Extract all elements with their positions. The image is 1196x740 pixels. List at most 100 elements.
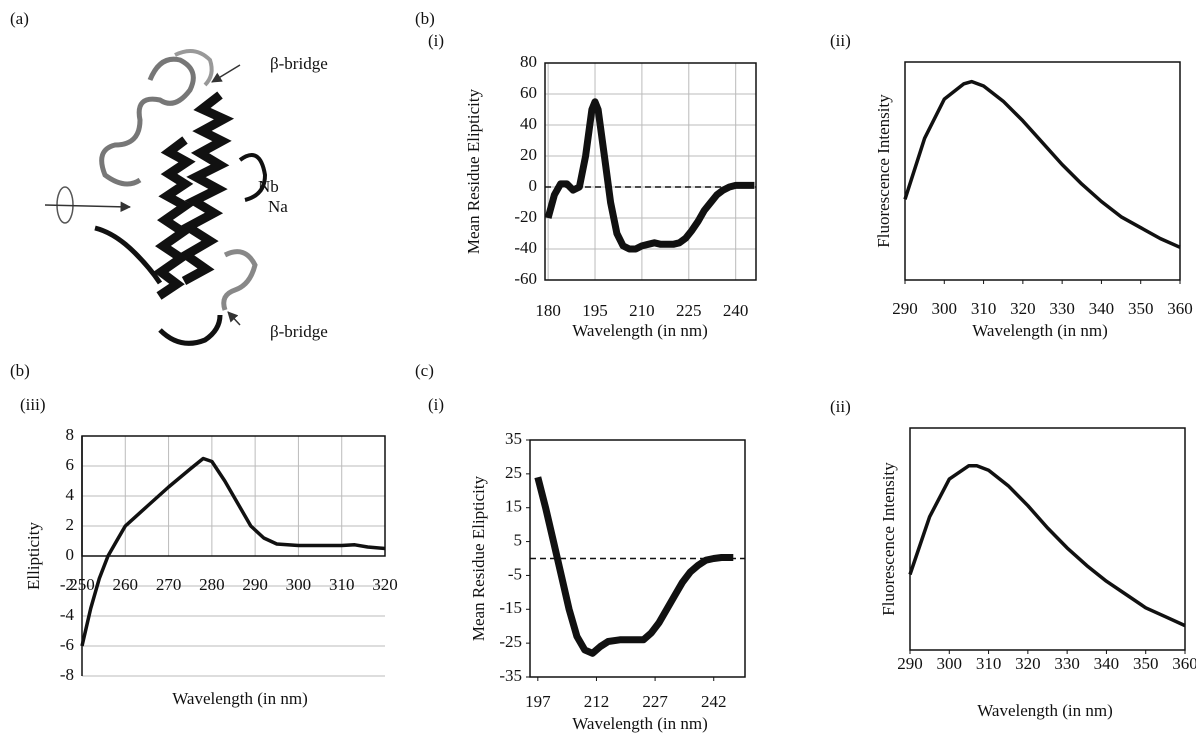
loop	[238, 153, 268, 202]
x-tick-label: 350	[1128, 299, 1154, 318]
arrow	[44, 201, 132, 213]
x-tick-label: 320	[1015, 654, 1041, 673]
plot-frame	[544, 62, 757, 281]
structure-label: Na	[268, 197, 288, 216]
data-line	[908, 463, 1186, 628]
x-tick-label: 242	[701, 692, 727, 711]
x-axis-title: Wavelength (in nm)	[572, 714, 708, 733]
plot-frame	[904, 61, 1181, 281]
x-tick-label: 320	[372, 575, 398, 594]
x-tick-label: 340	[1094, 654, 1120, 673]
y-tick-label: 80	[520, 52, 537, 71]
structure-label: β-bridge	[270, 54, 328, 73]
y-axis-title: Mean Residue Elipticity	[464, 88, 483, 254]
y-tick-label: 35	[505, 429, 522, 448]
x-tick-label: 225	[676, 301, 702, 320]
y-axis-title: Mean Residue Elipticity	[469, 475, 488, 641]
y-tick-label: -2	[60, 575, 74, 594]
data-line	[534, 476, 734, 657]
x-tick-label: 360	[1172, 654, 1196, 673]
x-tick-label: 360	[1167, 299, 1193, 318]
y-axis-title: Fluorescence Intensity	[874, 94, 893, 248]
x-tick-label: 180	[535, 301, 561, 320]
y-tick-label: 4	[66, 485, 75, 504]
arrow	[211, 64, 241, 83]
arrow	[227, 311, 241, 326]
x-axis-title: Wavelength (in nm)	[977, 701, 1113, 720]
y-tick-label: -35	[499, 666, 522, 685]
loop	[94, 225, 223, 346]
y-axis-title: Ellipticity	[24, 522, 43, 590]
y-tick-label: -8	[60, 665, 74, 684]
x-tick-label: 195	[582, 301, 608, 320]
helix	[153, 136, 196, 300]
data-line	[544, 98, 755, 253]
x-axis-title: Wavelength (in nm)	[572, 321, 708, 340]
y-tick-label: 25	[505, 463, 522, 482]
x-tick-label: 227	[642, 692, 668, 711]
panel-label: (b)	[10, 361, 30, 380]
y-tick-label: 5	[514, 530, 523, 549]
x-tick-label: 330	[1049, 299, 1075, 318]
data-line	[80, 456, 386, 647]
x-tick-label: 260	[113, 575, 139, 594]
x-tick-label: 320	[1010, 299, 1036, 318]
x-tick-label: 270	[156, 575, 182, 594]
x-tick-label: 310	[329, 575, 355, 594]
protein-structure: β-bridge Nb Na β-bridge	[44, 49, 328, 346]
panel-label: (c)	[415, 361, 434, 380]
panel-label: (ii)	[830, 397, 851, 416]
x-tick-label: 300	[937, 654, 963, 673]
y-axis-title: Fluorescence Intensity	[879, 462, 898, 616]
panel-label: (i)	[428, 395, 444, 414]
x-tick-label: 310	[971, 299, 997, 318]
y-tick-label: 40	[520, 114, 537, 133]
y-tick-label: -15	[499, 598, 522, 617]
x-axis-title: Wavelength (in nm)	[972, 321, 1108, 340]
x-tick-label: 197	[525, 692, 551, 711]
helix	[177, 91, 235, 285]
ribbon-light	[221, 249, 258, 311]
x-tick-label: 290	[242, 575, 268, 594]
y-tick-label: 20	[520, 145, 537, 164]
y-tick-label: -40	[514, 238, 537, 257]
panel-label: (b)	[415, 9, 435, 28]
x-tick-label: 300	[286, 575, 312, 594]
y-tick-label: 15	[505, 497, 522, 516]
x-tick-label: 330	[1054, 654, 1080, 673]
y-tick-label: 0	[66, 545, 75, 564]
y-tick-label: -5	[508, 564, 522, 583]
y-tick-label: -60	[514, 269, 537, 288]
y-tick-label: 8	[66, 425, 75, 444]
structure-label: Nb	[258, 177, 279, 196]
x-tick-label: 310	[976, 654, 1002, 673]
x-tick-label: 300	[932, 299, 958, 318]
y-tick-label: -6	[60, 635, 74, 654]
x-axis-title: Wavelength (in nm)	[172, 689, 308, 708]
y-tick-label: 6	[66, 455, 75, 474]
x-tick-label: 280	[199, 575, 225, 594]
x-tick-label: 240	[723, 301, 749, 320]
x-tick-label: 290	[897, 654, 923, 673]
panel-label: (i)	[428, 31, 444, 50]
y-tick-label: -20	[514, 207, 537, 226]
x-tick-label: 212	[584, 692, 610, 711]
x-tick-label: 290	[892, 299, 918, 318]
panel-label: (a)	[10, 9, 29, 28]
structure-label: β-bridge	[270, 322, 328, 341]
x-tick-label: 350	[1133, 654, 1159, 673]
x-tick-label: 340	[1089, 299, 1115, 318]
y-tick-label: -4	[60, 605, 75, 624]
y-tick-label: 60	[520, 83, 537, 102]
ribbon-light	[174, 49, 214, 87]
y-tick-label: 0	[529, 176, 538, 195]
data-line	[903, 79, 1181, 249]
y-tick-label: 2	[66, 515, 75, 534]
plot-frame	[909, 427, 1186, 651]
panel-label: (ii)	[830, 31, 851, 50]
y-tick-label: -25	[499, 632, 522, 651]
panel-label: (iii)	[20, 395, 46, 414]
x-tick-label: 210	[629, 301, 655, 320]
ribbon-light	[99, 56, 196, 187]
